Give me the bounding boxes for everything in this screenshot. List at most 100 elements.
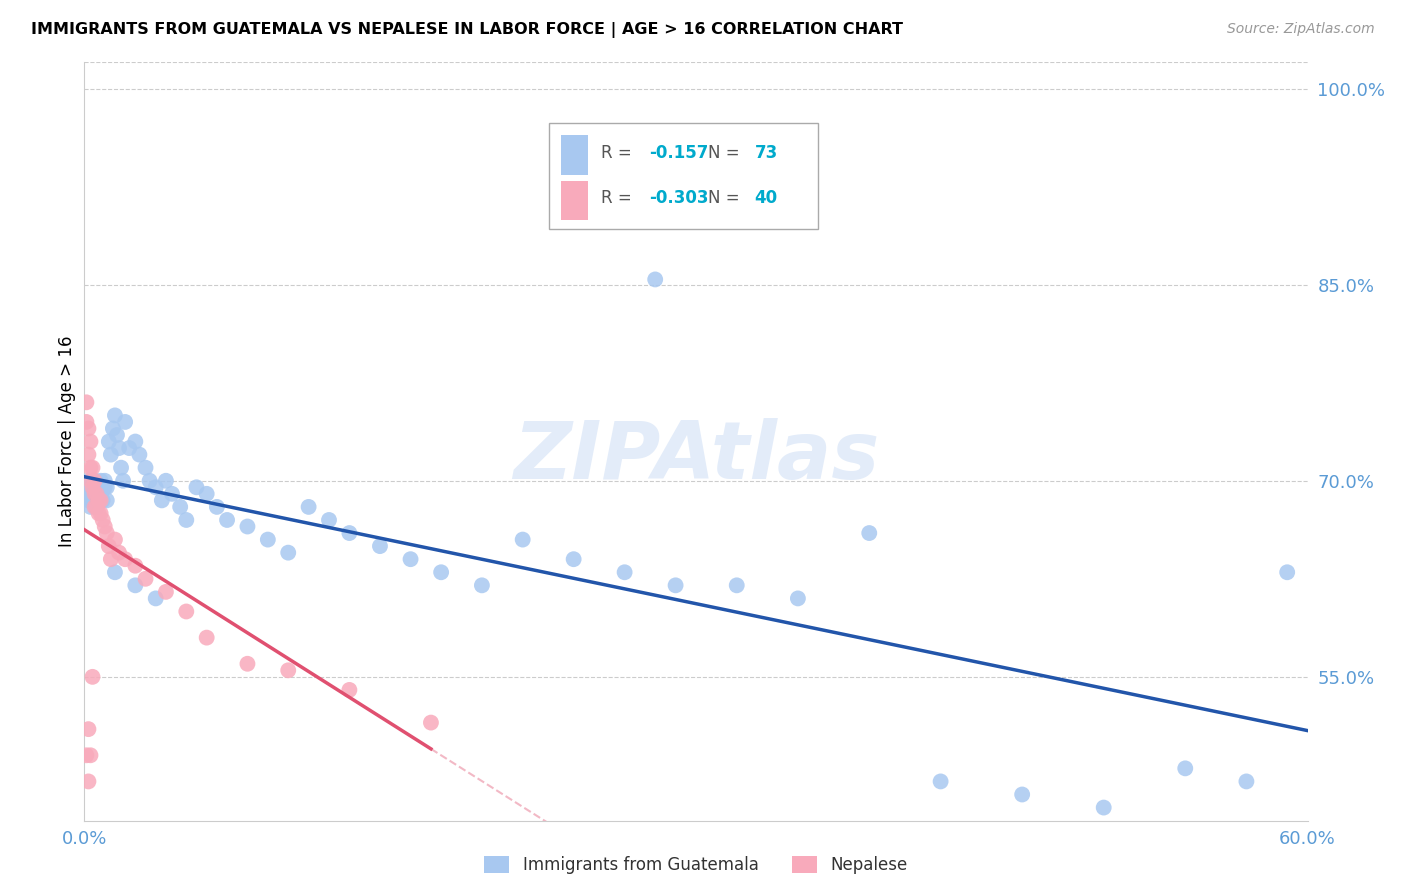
Point xyxy=(104,566,127,580)
Point xyxy=(118,441,141,455)
Text: N =: N = xyxy=(709,144,745,161)
Point xyxy=(145,480,167,494)
Point xyxy=(160,487,183,501)
Point xyxy=(96,493,118,508)
Point xyxy=(79,487,101,501)
Point xyxy=(100,552,122,566)
Point xyxy=(77,474,100,488)
Point xyxy=(110,460,132,475)
Point xyxy=(114,552,136,566)
Text: N =: N = xyxy=(709,189,745,207)
Point xyxy=(75,395,97,409)
Point xyxy=(155,585,177,599)
Text: 40: 40 xyxy=(755,189,778,207)
Point xyxy=(174,513,197,527)
Point xyxy=(82,480,104,494)
Point xyxy=(929,774,952,789)
Point xyxy=(83,474,105,488)
Point xyxy=(725,578,748,592)
Text: 73: 73 xyxy=(755,144,778,161)
Point xyxy=(858,526,880,541)
Point xyxy=(82,670,104,684)
Point xyxy=(277,663,299,677)
Point xyxy=(135,460,157,475)
Text: ZIPAtlas: ZIPAtlas xyxy=(513,417,879,496)
Point xyxy=(155,474,177,488)
Point xyxy=(83,474,105,488)
Point xyxy=(1174,761,1197,775)
Point xyxy=(75,415,97,429)
Legend: Immigrants from Guatemala, Nepalese: Immigrants from Guatemala, Nepalese xyxy=(478,849,914,880)
Point xyxy=(124,578,146,592)
Point xyxy=(195,487,218,501)
Point xyxy=(97,539,120,553)
Point xyxy=(399,552,422,566)
Point xyxy=(124,558,146,573)
Point xyxy=(83,493,105,508)
Point xyxy=(91,513,114,527)
Point xyxy=(87,493,110,508)
Point xyxy=(104,409,127,423)
Text: -0.303: -0.303 xyxy=(650,189,709,207)
Point xyxy=(79,460,101,475)
Point xyxy=(128,448,150,462)
Point xyxy=(91,493,114,508)
Point xyxy=(97,434,120,449)
Point xyxy=(86,500,108,514)
Point xyxy=(77,421,100,435)
Point xyxy=(145,591,167,606)
Point xyxy=(205,500,228,514)
Bar xyxy=(561,136,588,175)
Point xyxy=(217,513,239,527)
Point xyxy=(186,480,208,494)
Point xyxy=(665,578,688,592)
Point xyxy=(83,487,105,501)
Point xyxy=(87,480,110,494)
Point xyxy=(90,474,112,488)
Point xyxy=(562,552,585,566)
Point xyxy=(79,748,101,763)
Point xyxy=(77,722,100,736)
Point xyxy=(100,448,122,462)
Point xyxy=(1092,800,1115,814)
Y-axis label: In Labor Force | Age > 16: In Labor Force | Age > 16 xyxy=(58,335,76,548)
Point xyxy=(471,578,494,592)
Point xyxy=(90,507,112,521)
Text: Source: ZipAtlas.com: Source: ZipAtlas.com xyxy=(1227,22,1375,37)
Point xyxy=(82,493,104,508)
Point xyxy=(174,605,197,619)
Point xyxy=(257,533,280,547)
Point xyxy=(101,421,124,435)
Point xyxy=(1236,774,1258,789)
Point xyxy=(77,448,100,462)
Point xyxy=(91,480,114,494)
Point xyxy=(108,441,131,455)
Point xyxy=(83,500,105,514)
Point xyxy=(124,434,146,449)
Point xyxy=(277,546,299,560)
Point xyxy=(339,526,361,541)
Point xyxy=(512,533,534,547)
Point xyxy=(644,272,666,286)
Text: IMMIGRANTS FROM GUATEMALA VS NEPALESE IN LABOR FORCE | AGE > 16 CORRELATION CHAR: IMMIGRANTS FROM GUATEMALA VS NEPALESE IN… xyxy=(31,22,903,38)
Point xyxy=(77,493,100,508)
Point xyxy=(236,519,259,533)
Point xyxy=(104,533,127,547)
Point xyxy=(75,480,97,494)
Point xyxy=(93,474,115,488)
Point xyxy=(430,566,453,580)
FancyBboxPatch shape xyxy=(550,123,818,229)
Point xyxy=(150,493,173,508)
Point xyxy=(108,546,131,560)
Point xyxy=(77,774,100,789)
Point xyxy=(613,566,636,580)
Point xyxy=(112,474,135,488)
Point xyxy=(96,526,118,541)
Point xyxy=(75,748,97,763)
Point xyxy=(1011,788,1033,802)
Point xyxy=(339,682,361,697)
Point xyxy=(86,500,108,514)
Point xyxy=(318,513,340,527)
Point xyxy=(87,493,110,508)
Text: R =: R = xyxy=(600,144,637,161)
